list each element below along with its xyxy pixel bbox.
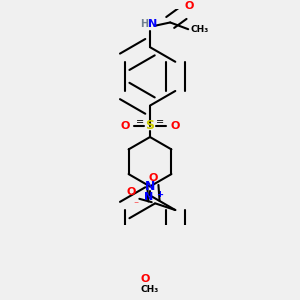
Text: =: = [136, 117, 144, 127]
Text: O: O [148, 173, 158, 183]
Text: O: O [127, 187, 136, 196]
Text: O: O [141, 274, 150, 284]
Text: CH₃: CH₃ [141, 285, 159, 294]
Text: O: O [170, 121, 180, 131]
Text: N: N [148, 19, 157, 29]
Text: ⁻: ⁻ [133, 200, 138, 210]
Text: O: O [120, 121, 130, 131]
Text: O: O [185, 1, 194, 11]
Text: N: N [144, 192, 153, 202]
Text: =: = [156, 117, 164, 127]
Text: N: N [145, 180, 155, 193]
Text: H: H [140, 19, 148, 29]
Text: S: S [146, 119, 154, 132]
Text: CH₃: CH₃ [190, 25, 209, 34]
Text: +: + [156, 190, 163, 199]
